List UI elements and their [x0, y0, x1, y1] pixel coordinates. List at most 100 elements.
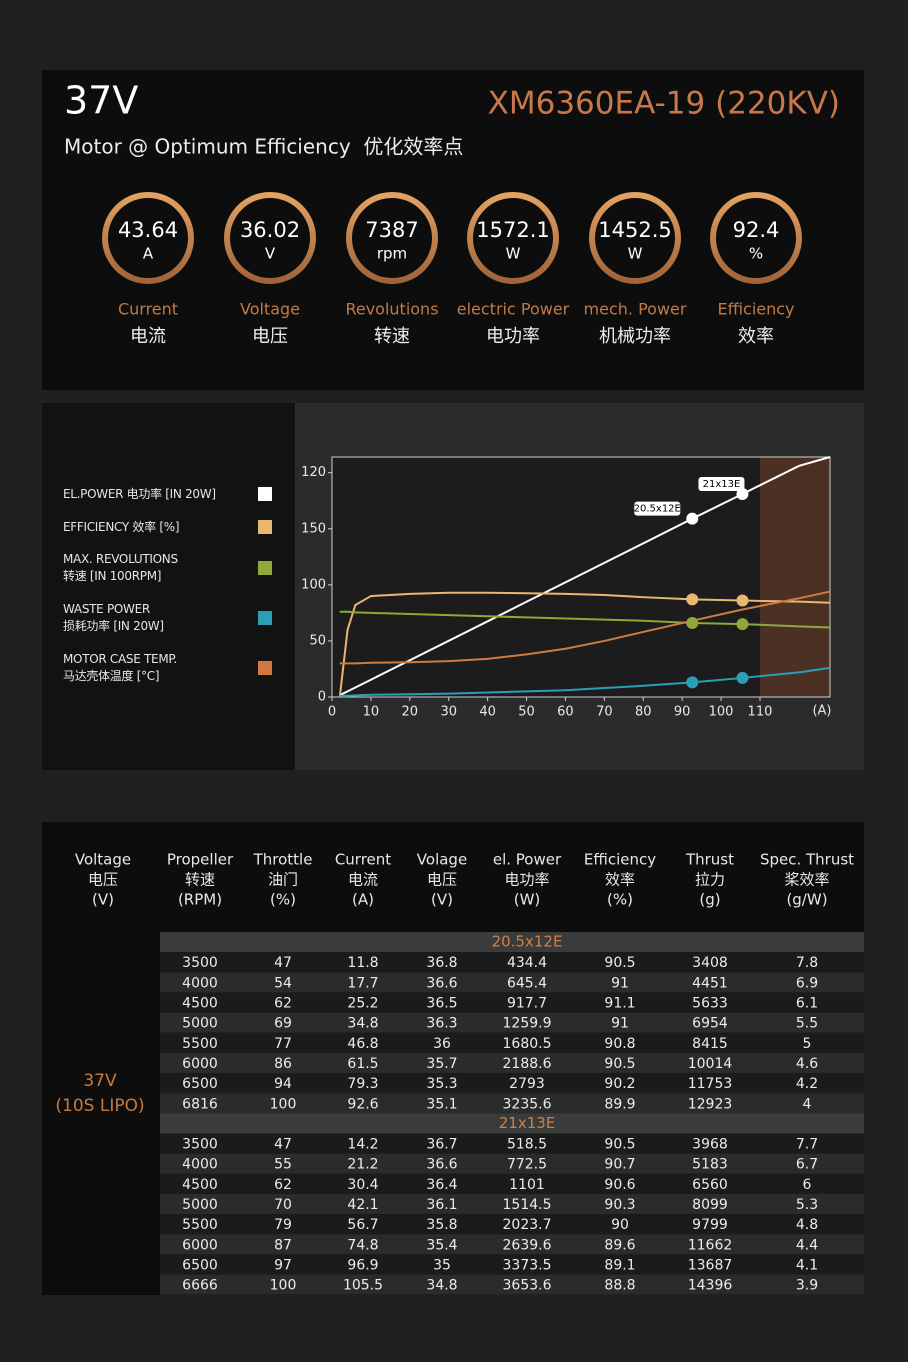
column-header: 转速 — [185, 871, 215, 889]
table-cell: 5000 — [182, 1016, 218, 1032]
x-tick-label: 10 — [363, 705, 380, 720]
column-header: (g) — [699, 891, 720, 909]
table-cell: 1101 — [509, 1177, 545, 1193]
table-cell: 3408 — [692, 955, 728, 971]
gauge-label-en: Current — [118, 300, 178, 319]
table-cell: 3968 — [692, 1137, 728, 1153]
gauge-ring — [710, 192, 802, 284]
gauge-label-en: electric Power — [457, 300, 570, 319]
series-line — [339, 590, 831, 665]
gauge-unit: W — [628, 245, 643, 263]
table-cell: 9799 — [692, 1217, 728, 1233]
table-row — [160, 1073, 864, 1094]
table-cell: 54 — [274, 975, 292, 991]
table-cell: 91 — [611, 975, 629, 991]
table-row — [160, 972, 864, 993]
gauge-label-cn: 电压 — [252, 326, 288, 347]
table-cell: 4.6 — [796, 1056, 818, 1072]
table-cell: 645.4 — [507, 975, 547, 991]
gauge-label-en: mech. Power — [584, 300, 687, 319]
table-cell: 36.4 — [426, 1177, 457, 1193]
y-tick-label: 100 — [301, 577, 326, 592]
table-cell: 2793 — [509, 1076, 545, 1092]
column-header: (W) — [514, 891, 541, 909]
y-tick-label: 0 — [318, 690, 326, 705]
table-cell: 36 — [433, 1036, 451, 1052]
table-cell: 2188.6 — [503, 1056, 552, 1072]
table-row — [160, 1052, 864, 1074]
table-cell: 36.7 — [426, 1137, 457, 1153]
gauge-value: 1452.5 — [598, 218, 671, 242]
table-cell: 3653.6 — [503, 1278, 552, 1294]
series-marker — [686, 593, 699, 606]
column-header: Current — [335, 851, 391, 869]
model-title: XM6360EA-19 (220KV) — [488, 86, 840, 122]
gauge-label-cn: 电功率 — [486, 326, 540, 347]
table-cell: 56.7 — [347, 1217, 378, 1233]
table-cell: 36.1 — [426, 1197, 457, 1213]
gauge-label-cn: 机械功率 — [599, 326, 671, 347]
table-row — [160, 1254, 864, 1275]
table-cell: 89.6 — [604, 1237, 635, 1253]
legend-swatch — [258, 520, 272, 534]
table-cell: 90.5 — [604, 1137, 635, 1153]
x-tick-label: 20 — [402, 705, 419, 720]
series-line — [339, 456, 831, 697]
table-cell: 79 — [274, 1217, 292, 1233]
table-cell: 6666 — [182, 1278, 218, 1294]
column-header: (V) — [431, 891, 453, 909]
table-cell: 5500 — [182, 1036, 218, 1052]
table-cell: 36.8 — [426, 955, 457, 971]
table-cell: 6.7 — [796, 1157, 818, 1173]
table-row — [160, 1193, 864, 1215]
column-header: el. Power — [493, 851, 562, 869]
table-row — [160, 1012, 864, 1033]
table-cell: 8099 — [692, 1197, 728, 1213]
table-cell: 518.5 — [507, 1137, 547, 1153]
table-cell: 100 — [270, 1278, 297, 1294]
legend-label: WASTE POWER 损耗功率 [IN 20W] — [63, 602, 164, 633]
table-cell: 14396 — [688, 1278, 733, 1294]
column-header: (%) — [270, 891, 296, 909]
series-marker — [736, 618, 749, 631]
column-header: 效率 — [605, 871, 635, 889]
plot-border — [331, 456, 831, 698]
table-cell: 90 — [611, 1217, 629, 1233]
legend-swatch — [258, 661, 272, 675]
table-cell: 92.6 — [347, 1096, 378, 1112]
table-cell: 35 — [433, 1257, 451, 1273]
table-cell: 3500 — [182, 955, 218, 971]
table-cell: 6500 — [182, 1076, 218, 1092]
gauge-label-en: Efficiency — [717, 300, 794, 319]
table-cell: 6.9 — [796, 975, 818, 991]
x-tick-label: 40 — [479, 705, 496, 720]
column-header: (A) — [352, 891, 374, 909]
x-tick-label: 70 — [596, 705, 613, 720]
column-header: Volage — [417, 851, 467, 869]
table-cell: 5.5 — [796, 1016, 818, 1032]
legend-label: MAX. REVOLUTIONS 转速 [IN 100RPM] — [63, 552, 178, 583]
table-cell: 36.6 — [426, 975, 457, 991]
table-row — [160, 1214, 864, 1235]
table-cell: 36.6 — [426, 1157, 457, 1173]
table-cell: 5.3 — [796, 1197, 818, 1213]
gauge-value: 36.02 — [240, 218, 300, 242]
table-cell: 90.5 — [604, 955, 635, 971]
table-cell: 10014 — [688, 1056, 733, 1072]
column-header: 电流 — [348, 871, 378, 889]
table-cell: 6560 — [692, 1177, 728, 1193]
table-cell: 90.8 — [604, 1036, 635, 1052]
legend-swatch — [258, 561, 272, 575]
gauge-label-en: Revolutions — [345, 300, 438, 319]
series-line — [338, 591, 831, 698]
table-cell: 1514.5 — [503, 1197, 552, 1213]
table-cell: 13687 — [688, 1257, 733, 1273]
table-cell: 42.1 — [347, 1197, 378, 1213]
legend-label: EFFICIENCY 效率 [%] — [63, 519, 180, 534]
table-cell: 917.7 — [507, 996, 547, 1012]
table-cell: 11753 — [688, 1076, 733, 1092]
gauge-label-cn: 效率 — [738, 326, 774, 347]
table-cell: 6954 — [692, 1016, 728, 1032]
table-cell: 88.8 — [604, 1278, 635, 1294]
table-cell: 1680.5 — [503, 1036, 552, 1052]
